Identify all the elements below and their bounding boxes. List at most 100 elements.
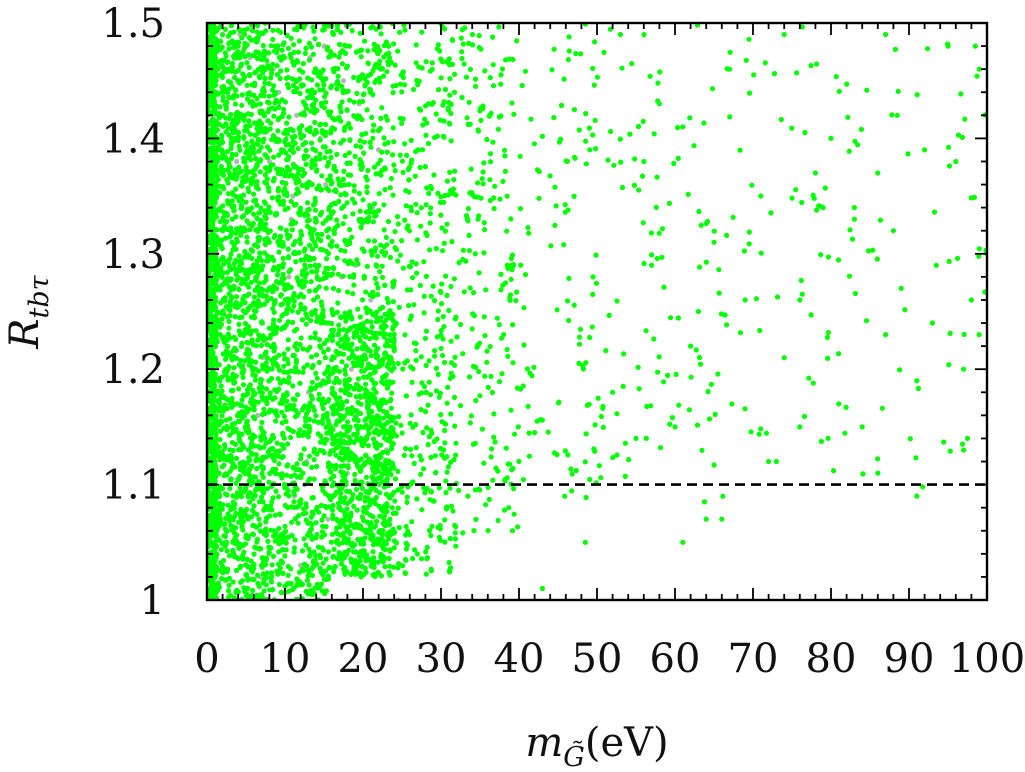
data-point: [295, 392, 301, 398]
data-point: [303, 321, 309, 327]
data-point: [370, 533, 376, 539]
data-point: [290, 383, 296, 389]
data-point: [239, 92, 245, 98]
data-point: [453, 543, 459, 549]
data-point: [335, 222, 341, 229]
data-point: [273, 408, 279, 414]
data-point: [253, 69, 259, 75]
data-point: [370, 289, 376, 295]
data-point: [272, 106, 278, 112]
data-point: [284, 398, 290, 404]
data-point: [337, 41, 343, 48]
data-point: [246, 472, 252, 478]
data-point: [351, 330, 357, 336]
data-point: [254, 161, 260, 168]
data-point: [255, 368, 261, 374]
data-point: [409, 519, 415, 525]
data-point: [281, 363, 287, 369]
data-point: [347, 227, 353, 233]
data-point: [351, 323, 357, 329]
data-point: [285, 441, 291, 447]
data-point: [351, 549, 357, 555]
data-point: [232, 101, 238, 107]
data-point: [424, 425, 430, 431]
data-point: [225, 502, 231, 508]
data-point: [337, 50, 344, 56]
data-point: [383, 372, 389, 378]
data-point: [227, 234, 233, 240]
data-point: [373, 335, 379, 341]
data-point: [337, 443, 343, 449]
data-point: [294, 576, 300, 582]
data-point: [255, 572, 261, 579]
data-point: [273, 488, 279, 494]
data-point: [346, 121, 352, 127]
data-point: [430, 283, 436, 289]
data-point: [212, 473, 218, 479]
data-point: [238, 225, 244, 231]
data-point: [309, 365, 315, 371]
data-point: [246, 271, 252, 277]
data-point: [262, 179, 268, 185]
data-point: [443, 273, 449, 279]
data-point: [260, 485, 266, 491]
data-point: [390, 299, 396, 305]
data-point: [214, 74, 220, 80]
data-point: [349, 405, 355, 411]
data-point: [263, 360, 269, 366]
data-point: [214, 227, 220, 233]
data-point: [329, 29, 336, 36]
data-point: [304, 563, 310, 569]
data-point: [442, 228, 448, 234]
data-point: [260, 287, 266, 293]
data-point: [283, 190, 289, 196]
data-point: [452, 536, 458, 542]
data-point: [361, 150, 367, 156]
data-point: [240, 374, 246, 380]
data-point: [359, 116, 365, 123]
data-point: [275, 188, 281, 194]
data-point: [267, 513, 273, 519]
data-point: [258, 562, 265, 569]
data-point: [323, 121, 329, 128]
data-point: [371, 429, 377, 435]
data-point: [229, 151, 235, 157]
data-point: [353, 381, 360, 387]
data-point: [340, 473, 346, 479]
data-point: [395, 221, 401, 227]
data-point: [367, 336, 373, 342]
data-point: [297, 127, 303, 133]
data-point: [215, 47, 222, 53]
data-point: [370, 219, 376, 225]
data-point: [273, 418, 279, 424]
data-point: [372, 573, 378, 580]
data-point: [397, 252, 403, 258]
data-point: [246, 90, 253, 96]
data-point: [334, 217, 340, 223]
data-point: [234, 236, 240, 242]
data-point: [266, 439, 273, 445]
data-point: [215, 91, 221, 97]
data-point: [268, 295, 274, 302]
data-point: [244, 60, 250, 66]
data-point: [290, 59, 296, 65]
data-point: [237, 446, 243, 452]
data-point: [334, 309, 340, 315]
data-point: [440, 336, 446, 342]
data-point: [278, 29, 284, 35]
data-point: [388, 357, 394, 363]
data-point: [350, 291, 356, 297]
data-point: [368, 528, 374, 535]
data-point: [255, 136, 261, 142]
data-point: [246, 64, 252, 71]
data-point: [280, 400, 286, 406]
data-point: [256, 280, 262, 286]
data-point: [216, 146, 222, 153]
data-point: [290, 352, 296, 359]
data-point: [325, 369, 331, 375]
data-point: [228, 251, 234, 257]
data-point: [268, 570, 275, 576]
data-point: [425, 402, 431, 408]
data-point: [244, 26, 250, 32]
data-point: [335, 351, 341, 357]
